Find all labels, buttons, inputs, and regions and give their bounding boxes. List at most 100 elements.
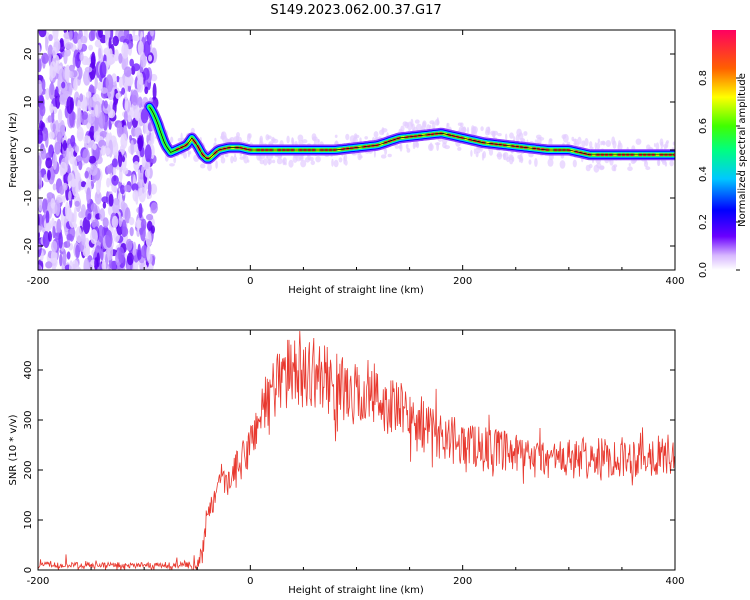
- ridge-halo-speckle: [224, 153, 229, 158]
- ridge-halo-speckle: [233, 155, 237, 162]
- noise-speckle: [102, 217, 109, 228]
- ridge-halo-speckle: [200, 163, 206, 169]
- noise-speckle: [88, 44, 93, 51]
- noise-speckle: [118, 126, 125, 135]
- noise-speckle: [45, 222, 52, 232]
- noise-speckle: [137, 135, 143, 152]
- ridge-halo-speckle: [214, 137, 217, 142]
- snr-y-ticks: 0 100 200 300 400: [23, 360, 675, 573]
- ridge-halo-speckle: [271, 159, 276, 164]
- noise-speckle: [83, 69, 91, 86]
- ridge-halo-speckle: [431, 122, 436, 130]
- noise-speckle: [47, 115, 53, 123]
- x-tick-label: 200: [453, 276, 472, 287]
- noise-speckle: [108, 53, 116, 65]
- noise-speckle: [145, 231, 152, 248]
- noise-speckle: [121, 87, 126, 95]
- noise-speckle: [100, 248, 104, 261]
- noise-speckle: [108, 36, 112, 50]
- noise-speckle: [57, 109, 63, 123]
- noise-speckle: [99, 208, 106, 222]
- noise-speckle: [116, 75, 120, 83]
- colorbar: 0.0 0.2 0.4 0.6 0.8 Normalized spectral ampl…: [698, 30, 748, 278]
- ridge-halo-speckle: [310, 160, 315, 166]
- noise-speckle: [71, 111, 76, 122]
- noise-speckle: [143, 40, 151, 57]
- snr-x-axis-label: Height of straight line (km): [288, 585, 424, 596]
- ridge-halo-speckle: [394, 144, 399, 149]
- spectrogram-x-axis-label: Height of straight line (km): [288, 285, 424, 296]
- ridge-halo-speckle: [611, 136, 616, 145]
- noise-speckle: [69, 260, 74, 270]
- noise-speckle: [147, 180, 152, 196]
- ridge-halo-speckle: [659, 138, 664, 146]
- noise-speckle: [45, 210, 50, 225]
- noise-speckle: [76, 172, 81, 182]
- noise-speckle: [74, 145, 80, 153]
- ridge-halo-speckle: [519, 137, 525, 142]
- ridge-halo-speckle: [183, 151, 187, 159]
- noise-speckle: [62, 195, 66, 203]
- ridge-halo-speckle: [292, 155, 298, 163]
- ridge-halo-speckle: [492, 130, 499, 136]
- noise-speckle: [98, 30, 103, 39]
- ridge-halo-speckle: [528, 159, 532, 165]
- y-tick-label: 20: [23, 48, 34, 61]
- ridge-halo-speckle: [263, 158, 268, 166]
- noise-speckle: [112, 35, 119, 47]
- noise-speckle: [123, 184, 132, 192]
- noise-speckle: [84, 66, 93, 73]
- ridge-halo-speckle: [470, 149, 473, 157]
- ridge-halo-speckle: [317, 139, 320, 143]
- noise-speckle: [45, 88, 50, 100]
- noise-speckle: [129, 226, 134, 237]
- noise-speckle: [120, 200, 126, 212]
- noise-speckle: [71, 259, 80, 270]
- ridge-halo-speckle: [488, 148, 494, 156]
- noise-speckle: [104, 30, 111, 40]
- ridge-halo-speckle: [259, 135, 264, 144]
- noise-speckle: [126, 74, 134, 87]
- noise-speckle: [80, 35, 88, 44]
- noise-speckle: [83, 135, 91, 144]
- ridge-halo-speckle: [466, 126, 470, 134]
- noise-speckle: [39, 120, 44, 132]
- noise-speckle: [111, 158, 118, 168]
- noise-speckle: [69, 83, 73, 96]
- ridge-halo-speckle: [509, 132, 514, 139]
- noise-speckle: [94, 104, 99, 118]
- noise-speckle: [87, 96, 92, 112]
- noise-speckle: [118, 53, 123, 64]
- noise-speckle: [50, 198, 56, 209]
- spectrogram-x-ticks: -200 0 200 400: [27, 30, 685, 287]
- ridge-halo-speckle: [656, 159, 661, 167]
- noise-speckle: [100, 87, 108, 94]
- ridge-halo-speckle: [331, 158, 334, 167]
- ridge-halo-speckle: [243, 154, 249, 164]
- noise-speckle: [134, 110, 141, 121]
- ridge-halo-speckle: [442, 142, 447, 149]
- noise-speckle: [48, 82, 55, 100]
- noise-speckle: [131, 89, 139, 106]
- ridge-halo-speckle: [284, 162, 287, 166]
- ridge-halo-speckle: [220, 157, 226, 164]
- noise-speckle: [101, 260, 107, 270]
- ridge-halo-speckle: [487, 126, 491, 136]
- noise-speckle: [150, 202, 158, 214]
- ridge-halo-speckle: [344, 159, 348, 166]
- ridge-halo-speckle: [170, 136, 174, 144]
- ridge-halo-speckle: [297, 134, 304, 142]
- noise-speckle: [103, 100, 108, 109]
- ridge-halo-speckle: [475, 146, 481, 154]
- noise-speckle: [79, 93, 84, 103]
- colorbar-tick-label: 0.8: [698, 70, 709, 86]
- noise-speckle: [118, 215, 123, 228]
- noise-speckle: [62, 249, 67, 266]
- ridge-halo-speckle: [562, 133, 569, 143]
- noise-speckle: [141, 155, 146, 168]
- ridge-halo-speckle: [207, 163, 212, 172]
- noise-speckle: [55, 92, 61, 109]
- ridge-center-line: [149, 106, 674, 159]
- noise-speckle: [136, 218, 141, 231]
- ridge-halo-speckle: [315, 156, 321, 163]
